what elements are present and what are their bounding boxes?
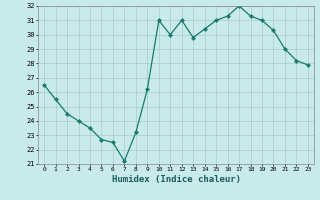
X-axis label: Humidex (Indice chaleur): Humidex (Indice chaleur) (111, 175, 241, 184)
